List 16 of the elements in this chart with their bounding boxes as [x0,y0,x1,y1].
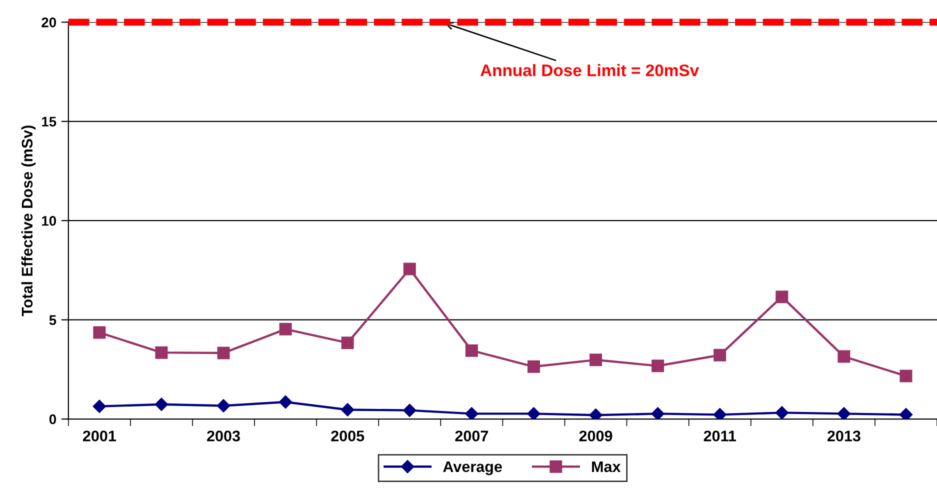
y-tick-label: 5 [49,315,56,326]
x-tick-label: 2011 [704,430,736,442]
x-tick-label: 2001 [82,430,116,442]
y-tick-label: 0 [49,414,56,424]
x-tick-label: 2007 [455,430,488,442]
y-tick-label: 15 [42,116,56,127]
x-tick-label: 2009 [579,430,612,442]
y-tick-label: 20 [42,18,56,28]
legend-label: Max [592,461,621,472]
ref-line-label: Annual Dose Limit = 20mSv [480,64,700,76]
x-tick-label: 2013 [827,430,860,442]
legend-label: Average [443,461,502,476]
x-tick-label: 2005 [331,430,364,442]
y-axis-title: Total Effective Dose (mSv) [21,126,36,316]
y-tick-label: 10 [42,216,56,226]
x-tick-label: 2003 [207,430,240,442]
